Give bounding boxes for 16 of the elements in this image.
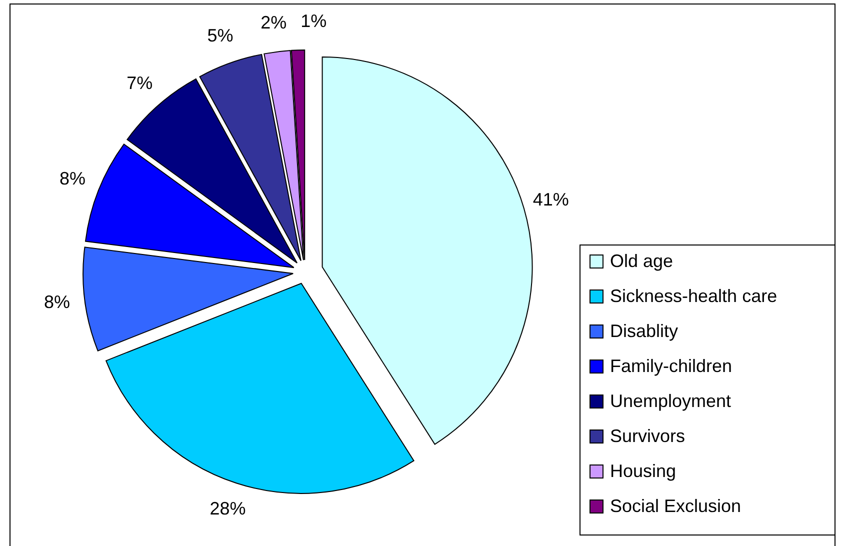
data-label: 5% [207,26,234,46]
data-label: 1% [300,10,327,31]
legend-label: Housing [610,460,676,481]
legend-label: Unemployment [610,390,732,411]
legend-label: Disablity [610,320,678,341]
data-label: 28% [210,498,246,519]
legend-label: Family-children [610,356,732,376]
legend-label: Survivors [610,426,686,446]
legend-label: Sickness-health care [610,286,778,306]
data-label: 8% [60,168,86,189]
data-label: 8% [44,292,70,312]
data-label: 2% [260,12,287,33]
data-label: 7% [126,73,153,94]
legend-label: Old age [610,250,674,271]
legend-label: Social Exclusion [610,496,742,516]
data-label: 41% [532,189,569,210]
